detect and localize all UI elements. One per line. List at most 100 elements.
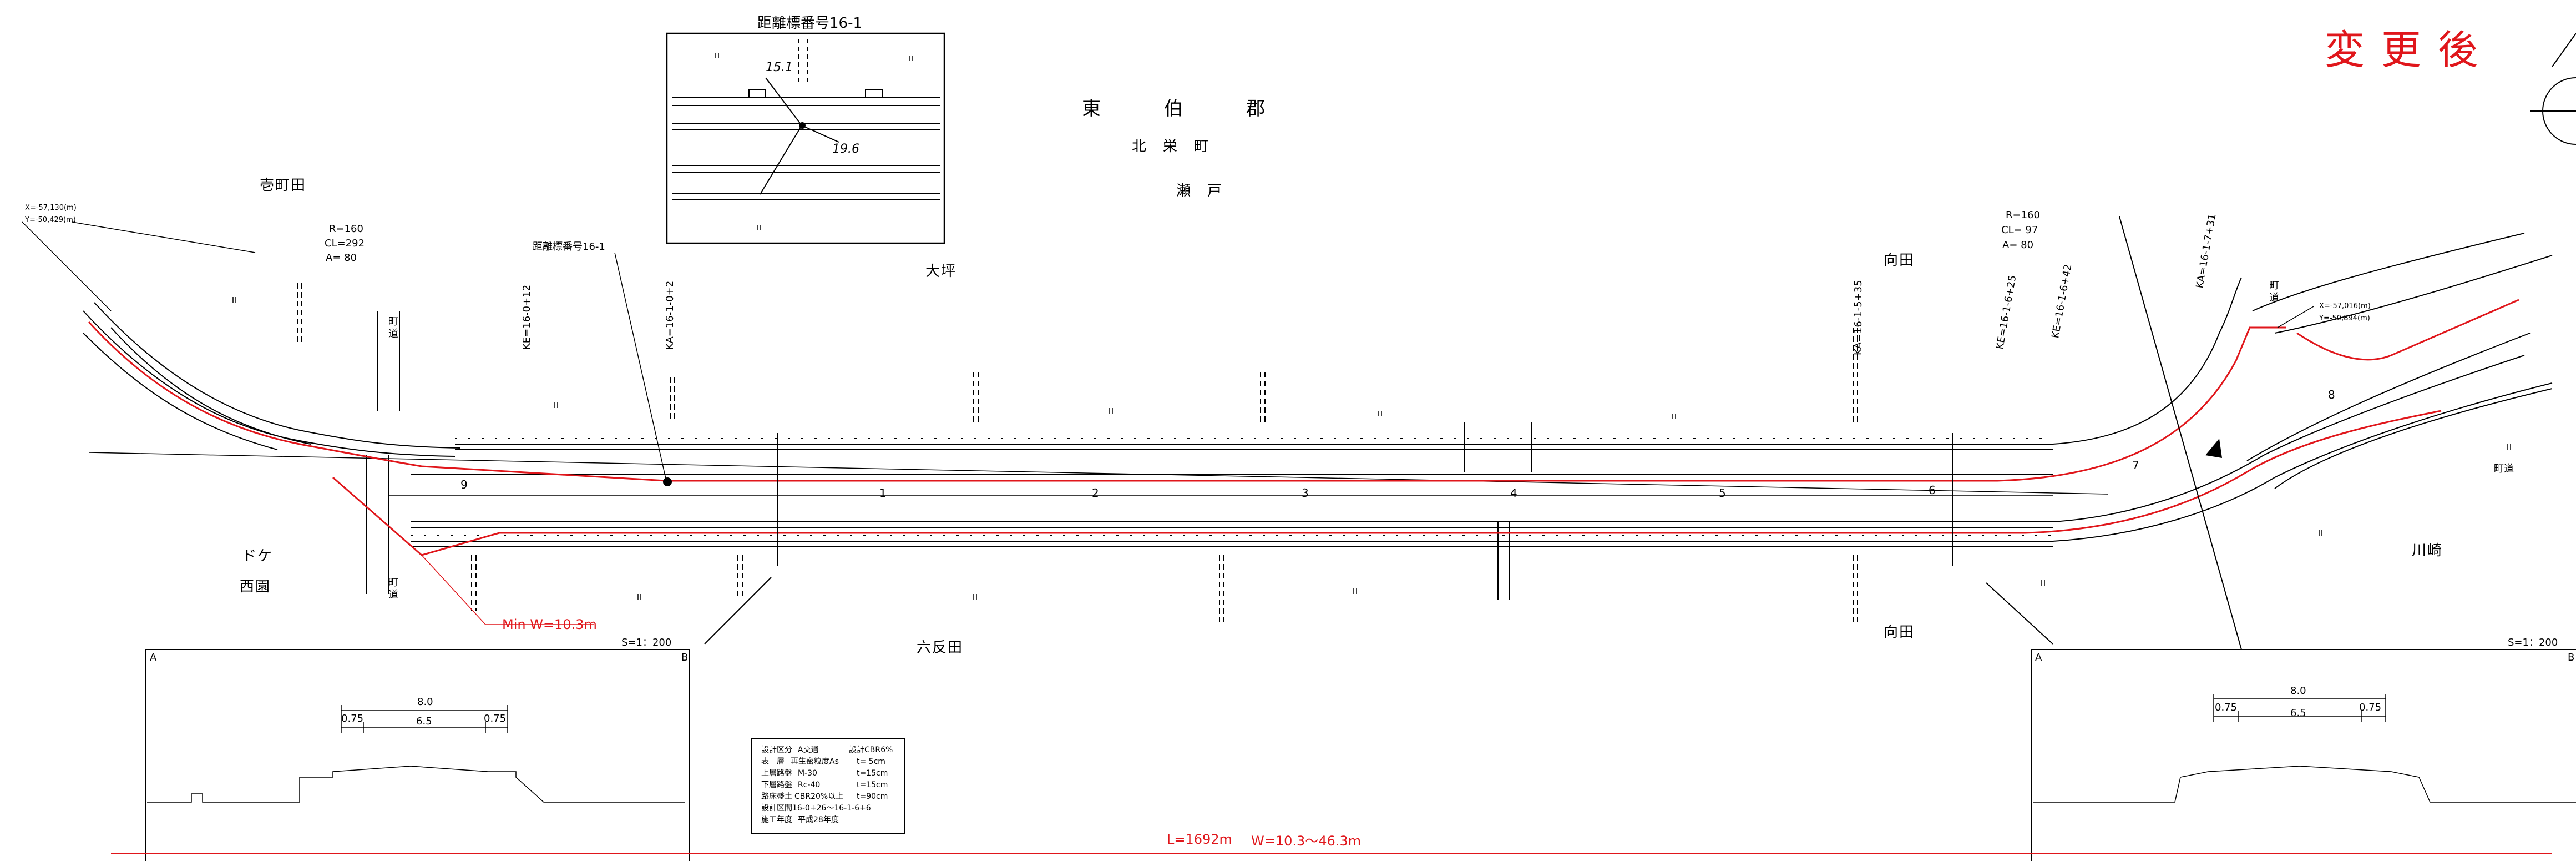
inset-title: 距離標番号16-1 <box>757 15 862 32</box>
vegetation-ticks <box>232 53 2511 600</box>
distance-marker-point <box>663 477 672 486</box>
section-right-side-right: 0.75 <box>2359 702 2381 713</box>
town-road-label-a: 町道 <box>388 316 398 340</box>
coords-right: X=-57,016(m) Y=-50,894(m) <box>2319 302 2371 323</box>
curve-left-r: R=160 <box>329 223 363 235</box>
inset-detail: 距離標番号16-1 15.1 19.6 <box>666 15 945 244</box>
cross-section-left: A B 8.0 0.75 6.5 0.75 <box>145 649 690 861</box>
station-label: KA=16-1-5+35 <box>1853 280 1864 355</box>
place-dokke: ドケ <box>242 548 273 565</box>
spec-table: 設計区分 A交通 設計CBR6% 表 層 再生密粒度As t= 5cm 上層路盤… <box>751 738 905 834</box>
place-mukaida-top: 向田 <box>1884 252 1915 269</box>
place-ichimachida: 壱町田 <box>260 177 306 194</box>
curve-left-cl: CL=292 <box>325 238 365 249</box>
section-left-side-right: 0.75 <box>484 713 506 724</box>
distance-marker-label: 距離標番号16-1 <box>533 241 605 253</box>
place-oasa: 大坪 <box>925 263 956 280</box>
place-mukaida-bottom: 向田 <box>1884 624 1915 641</box>
summary-length: L=1692m <box>1167 832 1232 847</box>
coords-left: X=-57,130(m) Y=-50,429(m) <box>24 204 77 224</box>
spec-cell: Rc-40 <box>798 781 820 789</box>
section-right-total: 8.0 <box>2290 685 2306 697</box>
place-higashi-haku-gun: 東 伯 郡 <box>1082 98 1287 120</box>
spec-cell: 下層路盤 <box>761 781 792 789</box>
coord-left-x: X=-57,130(m) <box>25 204 77 212</box>
spec-cell: 再生密粒度As <box>791 757 839 766</box>
min-width-leader <box>421 555 486 625</box>
section-right-corner-a: A <box>2035 652 2042 663</box>
coord-left-y: Y=-50,429(m) <box>24 216 76 224</box>
curve-right-a: A= 80 <box>2002 239 2033 251</box>
leader-lines <box>22 221 2314 479</box>
chainage-number: 8 <box>2328 388 2335 401</box>
chainage-number: 6 <box>1929 484 1936 497</box>
station-label: KE=16-1-6+25 <box>1994 274 2018 350</box>
summary-width: W=10.3～46.3m <box>1251 833 1361 849</box>
spec-cell: t=15cm <box>857 769 888 778</box>
coord-right-x: X=-57,016(m) <box>2319 302 2371 310</box>
road-alignment <box>83 233 2553 600</box>
place-kawasaki: 川崎 <box>2412 542 2443 559</box>
section-cut-lines <box>704 216 2242 650</box>
spec-cell: CBR20%以上 <box>794 792 843 801</box>
spec-cell: 上層路盤 <box>761 769 792 778</box>
station-label: KE=16-1-6+42 <box>2049 263 2074 339</box>
chainage-number: 5 <box>1719 486 1726 500</box>
scale-label-right: S=1：200 <box>2508 637 2558 648</box>
section-left-corner-b: B <box>681 652 688 663</box>
curve-right-cl: CL= 97 <box>2001 224 2038 236</box>
curve-right-r: R=160 <box>2006 209 2040 221</box>
section-right-corner-b: B <box>2568 652 2574 663</box>
status-label: 変更後 <box>2325 27 2494 73</box>
place-nishizono: 西園 <box>240 578 271 595</box>
spec-cell: 設計区分 <box>761 746 792 754</box>
section-left-total: 8.0 <box>417 696 433 708</box>
inset-label-b: 19.6 <box>832 142 859 156</box>
chainage-number: 7 <box>2132 459 2139 472</box>
town-road-label-c: 町道 <box>2269 280 2279 304</box>
town-road-label-d: 町道 <box>2494 463 2514 475</box>
north-arrow <box>2530 33 2576 145</box>
cross-section-marks <box>297 283 1858 622</box>
spec-cell: 表 層 <box>761 757 785 766</box>
place-seto: 瀬 戸 <box>1176 183 1223 199</box>
chainage-number: 9 <box>460 478 468 491</box>
inset-label-a: 15.1 <box>766 61 793 74</box>
station-label: KE=16-0+12 <box>521 285 533 350</box>
curve-data-left: R=160 CL=292 A= 80 <box>325 223 365 264</box>
spec-cell: 路床盛土 <box>761 792 792 801</box>
direction-arrow <box>2205 439 2222 458</box>
spec-cell: 施工年度 <box>761 815 792 824</box>
spec-cell: t=90cm <box>857 792 888 801</box>
station-labels: KE=16-0+12 KA=16-1-0+2 KA=16-1-5+35 KE=1… <box>521 213 2218 355</box>
spec-cell: 設計区間 <box>761 804 792 813</box>
curve-data-right: R=160 CL= 97 A= 80 <box>2001 209 2040 251</box>
spec-cell: 設計CBR6% <box>849 746 893 754</box>
place-rokutanda: 六反田 <box>917 640 963 656</box>
cross-section-right: A B 8.0 0.75 6.5 0.75 <box>2031 649 2576 861</box>
scale-label-left: S=1：200 <box>621 637 671 648</box>
section-right-side-left: 0.75 <box>2215 702 2237 713</box>
spec-cell: M-30 <box>798 769 817 778</box>
spec-cell: t=15cm <box>857 781 888 789</box>
curve-left-a: A= 80 <box>326 252 357 264</box>
section-right-middle: 6.5 <box>2290 707 2306 719</box>
spec-cell: 16-0+26～16-1-6+6 <box>792 804 871 813</box>
section-left-side-left: 0.75 <box>341 713 363 724</box>
section-left-corner-a: A <box>150 652 157 663</box>
chainage-number: 4 <box>1510 486 1517 500</box>
chainage-numbers: 9 1 2 3 4 5 6 7 8 <box>460 388 2335 500</box>
coord-right-y: Y=-50,894(m) <box>2319 314 2370 323</box>
spec-cell: t= 5cm <box>857 757 885 766</box>
boundary-lines <box>88 299 2519 556</box>
station-label: KA=16-1-0+2 <box>664 281 676 350</box>
spec-cell: A交通 <box>798 745 819 754</box>
spec-cell: 平成28年度 <box>798 815 839 824</box>
station-label: KA=16-1-7+31 <box>2194 213 2218 289</box>
place-hokuei-cho: 北 栄 町 <box>1132 138 1209 155</box>
section-left-middle: 6.5 <box>416 716 432 727</box>
town-road-label-b: 町道 <box>388 577 398 601</box>
chainage-number: 2 <box>1092 486 1099 500</box>
